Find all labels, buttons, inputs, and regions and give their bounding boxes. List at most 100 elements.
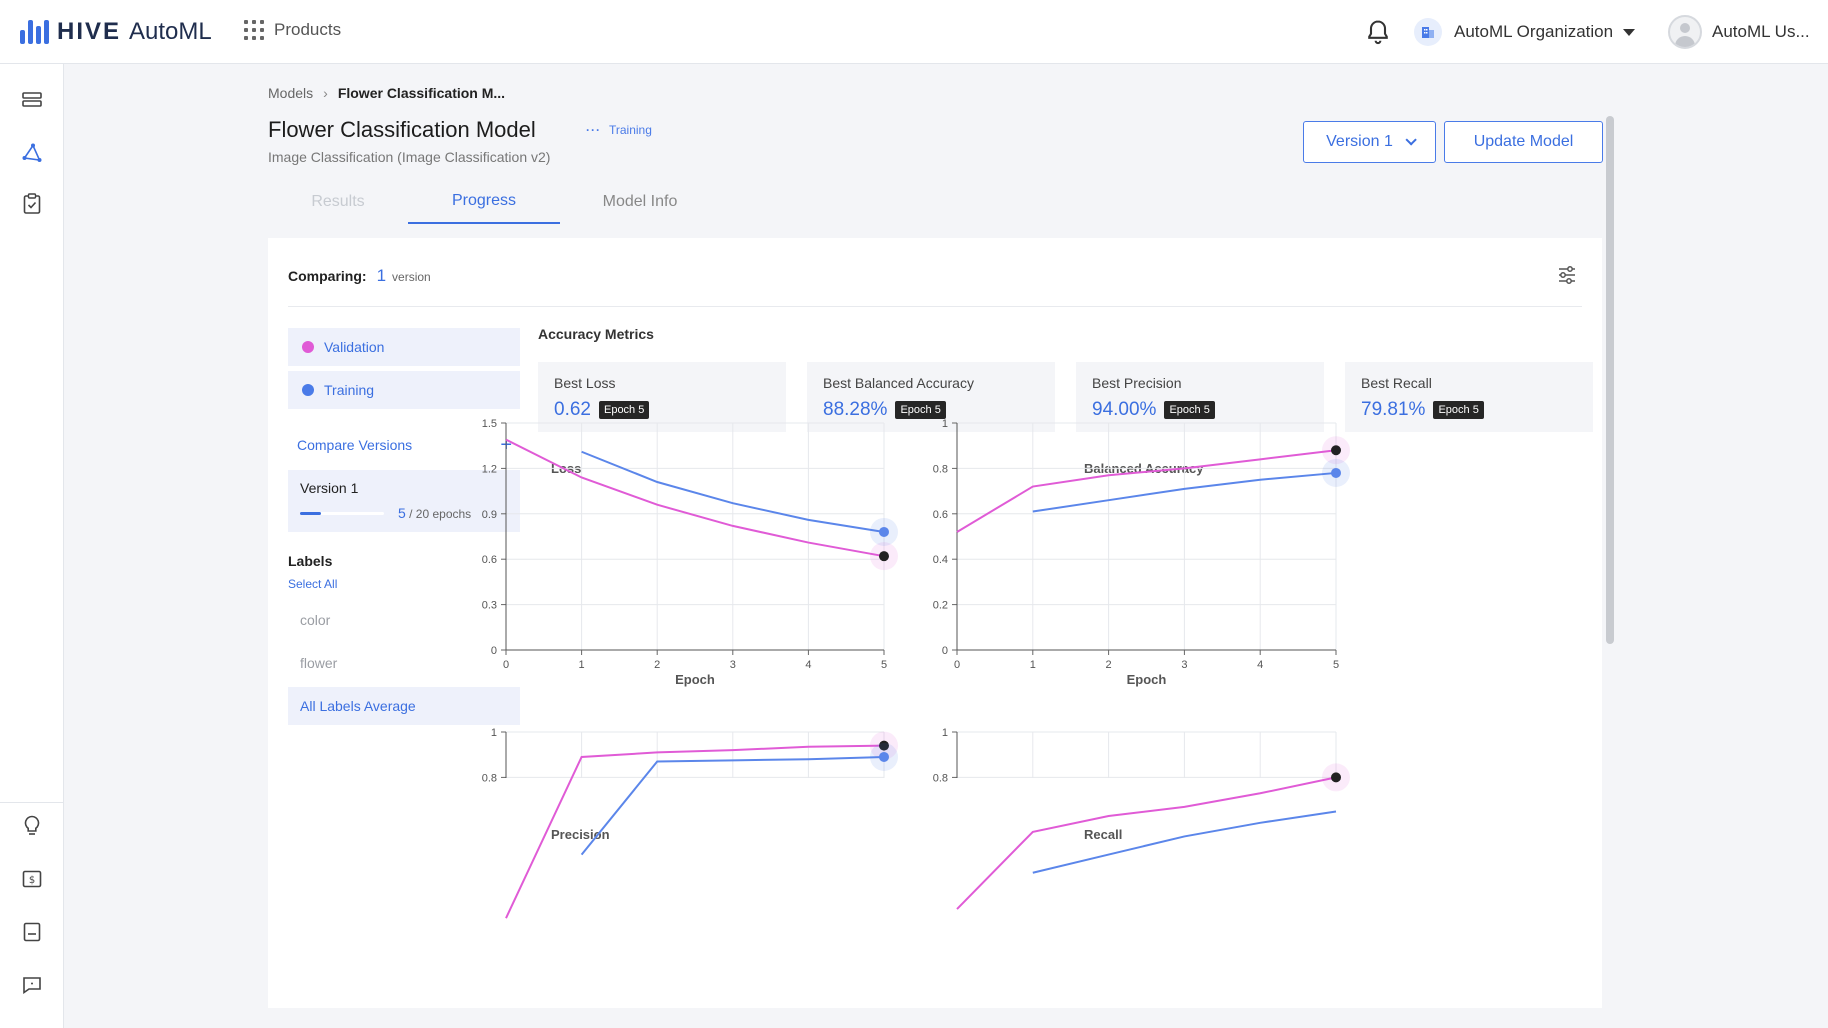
metric-value-row: 88.28% Epoch 5: [823, 399, 946, 421]
organization-selector[interactable]: AutoML Organization: [1414, 18, 1636, 46]
select-all-link[interactable]: Select All: [288, 577, 338, 591]
end-point-marker-validation: [879, 740, 889, 751]
y-tick-label: 0: [491, 645, 497, 657]
tab-model-info[interactable]: Model Info: [602, 193, 678, 210]
y-tick-label: 0.8: [933, 772, 948, 784]
metric-label: Best Balanced Accuracy: [823, 375, 974, 391]
y-tick-label: 0.3: [482, 600, 497, 612]
chevron-down-icon: [1405, 134, 1417, 146]
progress-panel: Comparing: 1 version Validation Training…: [268, 238, 1602, 1008]
x-tick-label: 1: [1030, 659, 1036, 671]
label-item-color[interactable]: color: [300, 612, 331, 628]
lightbulb-icon[interactable]: [20, 814, 44, 838]
chart-precision: 0.81: [482, 727, 898, 919]
apps-grid-icon: [244, 20, 264, 40]
series-line-training: [1032, 810, 1337, 874]
brand-name: HIVE: [57, 18, 122, 45]
model-subtitle: Image Classification (Image Classificati…: [268, 149, 551, 165]
y-tick-label: 1: [491, 727, 497, 739]
label-item-flower[interactable]: flower: [300, 655, 338, 671]
billing-icon[interactable]: $: [20, 867, 44, 891]
left-rail: $: [0, 64, 64, 1028]
training-status: ··· Training: [586, 123, 652, 137]
metric-value-row: 79.81% Epoch 5: [1361, 399, 1484, 421]
x-tick-label: 4: [805, 659, 811, 671]
status-label: Training: [609, 123, 652, 137]
metric-value: 0.62: [554, 399, 591, 420]
y-tick-label: 0.9: [482, 509, 497, 521]
metric-value-row: 0.62 Epoch 5: [554, 399, 650, 421]
version-name: Version 1: [300, 480, 359, 496]
series-line-validation: [505, 438, 885, 558]
y-tick-label: 0.6: [482, 554, 497, 566]
scrollbar[interactable]: [1606, 116, 1614, 644]
y-tick-label: 1.2: [482, 463, 497, 475]
version-dropdown[interactable]: Version 1: [1303, 121, 1436, 163]
end-point-marker-training: [879, 526, 889, 537]
x-tick-label: 1: [579, 659, 585, 671]
metric-card-precision: Best Precision 94.00% Epoch 5: [1076, 362, 1324, 432]
current-epoch: 5: [398, 505, 406, 521]
epoch-progress-fill: [300, 512, 321, 515]
epoch-badge: Epoch 5: [1433, 401, 1484, 419]
hive-logo[interactable]: HIVE AutoML: [20, 18, 212, 46]
training-dot-icon: [302, 384, 314, 396]
rail-divider: [0, 802, 64, 803]
user-menu[interactable]: AutoML Us...: [1668, 15, 1810, 49]
metric-card-recall: Best Recall 79.81% Epoch 5: [1345, 362, 1593, 432]
y-tick-label: 1: [942, 727, 948, 739]
x-tick-label: 2: [1106, 659, 1112, 671]
document-icon[interactable]: [20, 920, 44, 944]
clipboard-check-icon[interactable]: [20, 192, 44, 216]
database-icon[interactable]: [20, 88, 44, 112]
series-line-validation: [956, 449, 1337, 533]
legend-validation-label: Validation: [324, 339, 385, 355]
bell-icon[interactable]: [1364, 18, 1392, 46]
filter-settings-icon[interactable]: [1556, 264, 1578, 286]
epoch-badge: Epoch 5: [1164, 401, 1215, 419]
organization-name: AutoML Organization: [1454, 22, 1614, 41]
legend-validation[interactable]: Validation: [288, 328, 520, 366]
loss-chart: 0 0.3 0.6 0.9 1.2 1.5 0 1 2 3 4 5 Epoch 0 0.2 0.4 0.6 0.8…: [482, 418, 1350, 919]
products-menu[interactable]: Products: [244, 20, 341, 40]
series-line-training: [1032, 471, 1337, 513]
avatar: [1668, 15, 1702, 49]
version-card[interactable]: Version 1 5 / 20 epochs: [288, 470, 520, 532]
metric-value: 88.28%: [823, 399, 888, 420]
end-point-marker-training: [879, 751, 889, 762]
tab-results[interactable]: Results: [311, 193, 365, 210]
y-tick-label: 0.8: [933, 463, 948, 475]
end-point-marker-validation: [1331, 445, 1341, 456]
metric-label: Best Precision: [1092, 375, 1182, 391]
y-tick-label: 0.2: [933, 600, 948, 612]
series-line-training: [580, 755, 885, 856]
epoch-count: 5 / 20 epochs: [398, 505, 471, 521]
metric-value-row: 94.00% Epoch 5: [1092, 399, 1215, 421]
end-point-marker-training: [1331, 467, 1341, 478]
compare-versions-label[interactable]: Compare Versions: [297, 437, 413, 453]
labels-title: Labels: [288, 553, 333, 569]
comparing-unit: version: [392, 270, 431, 284]
x-tick-label: 3: [730, 659, 736, 671]
label-item-all-average[interactable]: All Labels Average: [288, 687, 520, 725]
legend-training[interactable]: Training: [288, 371, 520, 409]
y-tick-label: 0: [942, 645, 948, 657]
epoch-badge: Epoch 5: [895, 401, 946, 419]
metric-value: 94.00%: [1092, 399, 1157, 420]
model-network-icon[interactable]: [20, 141, 44, 165]
breadcrumb-models-link[interactable]: Models: [268, 85, 314, 101]
support-chat-icon[interactable]: [20, 973, 44, 997]
end-point-marker-validation: [879, 551, 889, 562]
building-icon: [1414, 18, 1442, 46]
legend-training-label: Training: [324, 382, 375, 398]
total-epochs: / 20 epochs: [405, 507, 472, 521]
y-tick-label: 1: [942, 418, 948, 430]
x-tick-label: 5: [881, 659, 887, 671]
update-model-button[interactable]: Update Model: [1444, 121, 1603, 163]
epoch-progress-bar: [300, 512, 384, 515]
y-tick-label: 0.8: [482, 772, 497, 784]
series-line-training: [581, 450, 885, 533]
series-line-validation: [956, 776, 1337, 910]
tab-progress[interactable]: Progress: [408, 180, 560, 224]
